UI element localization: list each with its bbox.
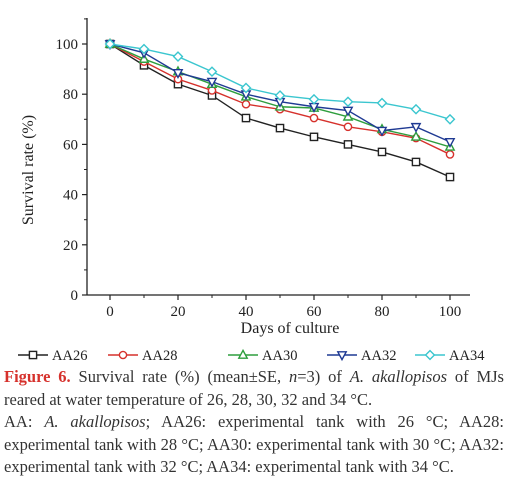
abbr-text: ; AA26: experimental tank with 26 °C; AA… <box>4 412 505 476</box>
x-axis-label: Days of culture <box>241 320 340 337</box>
data-point <box>241 99 251 109</box>
y-tick-label: 80 <box>63 87 78 103</box>
caption-text-1: Survival rate (%) (mean±SE, <box>70 367 289 386</box>
y-tick-label: 0 <box>71 288 79 304</box>
legend-item-AA30: AA30 <box>228 348 297 364</box>
legend-label: AA32 <box>361 348 396 364</box>
chart-series <box>104 37 456 182</box>
data-point <box>138 43 150 55</box>
abbr-prefix: AA: <box>4 412 45 431</box>
legend-label: AA30 <box>262 348 297 364</box>
data-point <box>445 172 455 182</box>
data-point <box>343 140 353 149</box>
data-point <box>104 38 116 50</box>
legend-item-AA32: AA32 <box>327 348 396 364</box>
data-point <box>411 157 421 167</box>
chart-axes: 0 20 40 60 80 100 0 20 40 60 80 100 <box>56 18 470 320</box>
data-point <box>410 122 422 133</box>
data-point <box>172 51 184 62</box>
caption-n: n <box>289 367 298 386</box>
data-point <box>240 82 252 94</box>
legend-item-AA34: AA34 <box>415 348 485 364</box>
legend-marker <box>424 349 436 361</box>
x-tick-label: 60 <box>307 304 322 320</box>
x-tick-label: 100 <box>439 304 462 320</box>
data-point <box>444 137 456 148</box>
y-tick-label: 100 <box>56 37 79 53</box>
data-point <box>172 68 184 79</box>
data-point <box>444 113 456 125</box>
legend-item-AA26: AA26 <box>18 348 87 364</box>
x-tick-label: 80 <box>375 304 390 320</box>
data-point <box>308 93 320 105</box>
caption-species: A. akallopisos <box>349 367 447 386</box>
abbreviations-paragraph: AA: A. akallopisos; AA26: experimental t… <box>4 411 504 479</box>
data-point <box>241 113 251 123</box>
data-point <box>274 90 286 101</box>
legend-label: AA34 <box>449 348 485 364</box>
caption-paragraph: Figure 6. Survival rate (%) (mean±SE, n=… <box>4 366 504 411</box>
survival-chart: 0 20 40 60 80 100 0 20 40 60 80 100 Survival rate (… <box>18 18 485 364</box>
abbr-species: A. akallopisos <box>44 412 146 431</box>
legend-item-AA28: AA28 <box>108 348 177 364</box>
y-axis-label: Survival rate (%) <box>20 115 37 225</box>
y-tick-label: 40 <box>63 188 78 204</box>
data-point <box>376 97 388 109</box>
series-AA34 <box>104 38 456 125</box>
data-point <box>377 147 387 157</box>
data-point <box>206 77 218 88</box>
legend-marker <box>237 348 249 359</box>
data-point <box>445 150 455 159</box>
figure-label: Figure 6. <box>4 367 71 386</box>
legend-marker <box>28 350 38 360</box>
x-tick-label: 20 <box>171 304 186 320</box>
data-point <box>343 122 353 132</box>
data-point <box>275 123 285 133</box>
data-point <box>410 103 422 115</box>
caption-text-2: =3) of <box>297 367 350 386</box>
legend-label: AA26 <box>52 348 87 364</box>
y-tick-label: 20 <box>63 238 78 254</box>
figure-caption: Figure 6. Survival rate (%) (mean±SE, n=… <box>4 366 504 479</box>
data-point <box>309 132 319 142</box>
legend-marker <box>336 351 348 362</box>
data-point <box>342 106 354 117</box>
data-point <box>309 113 319 123</box>
data-point <box>342 96 354 108</box>
legend-label: AA28 <box>142 348 177 364</box>
caption-text-3: of MJs reared at water temperature of 26… <box>4 367 504 409</box>
x-tick-label: 40 <box>239 304 254 320</box>
x-tick-label: 0 <box>106 304 114 320</box>
legend-marker <box>118 350 128 360</box>
y-tick-label: 60 <box>63 137 78 153</box>
data-point <box>410 130 422 141</box>
data-point <box>206 66 218 77</box>
chart-legend: AA26 AA28 AA30 AA32 AA34 <box>18 348 485 364</box>
data-point <box>376 126 388 137</box>
